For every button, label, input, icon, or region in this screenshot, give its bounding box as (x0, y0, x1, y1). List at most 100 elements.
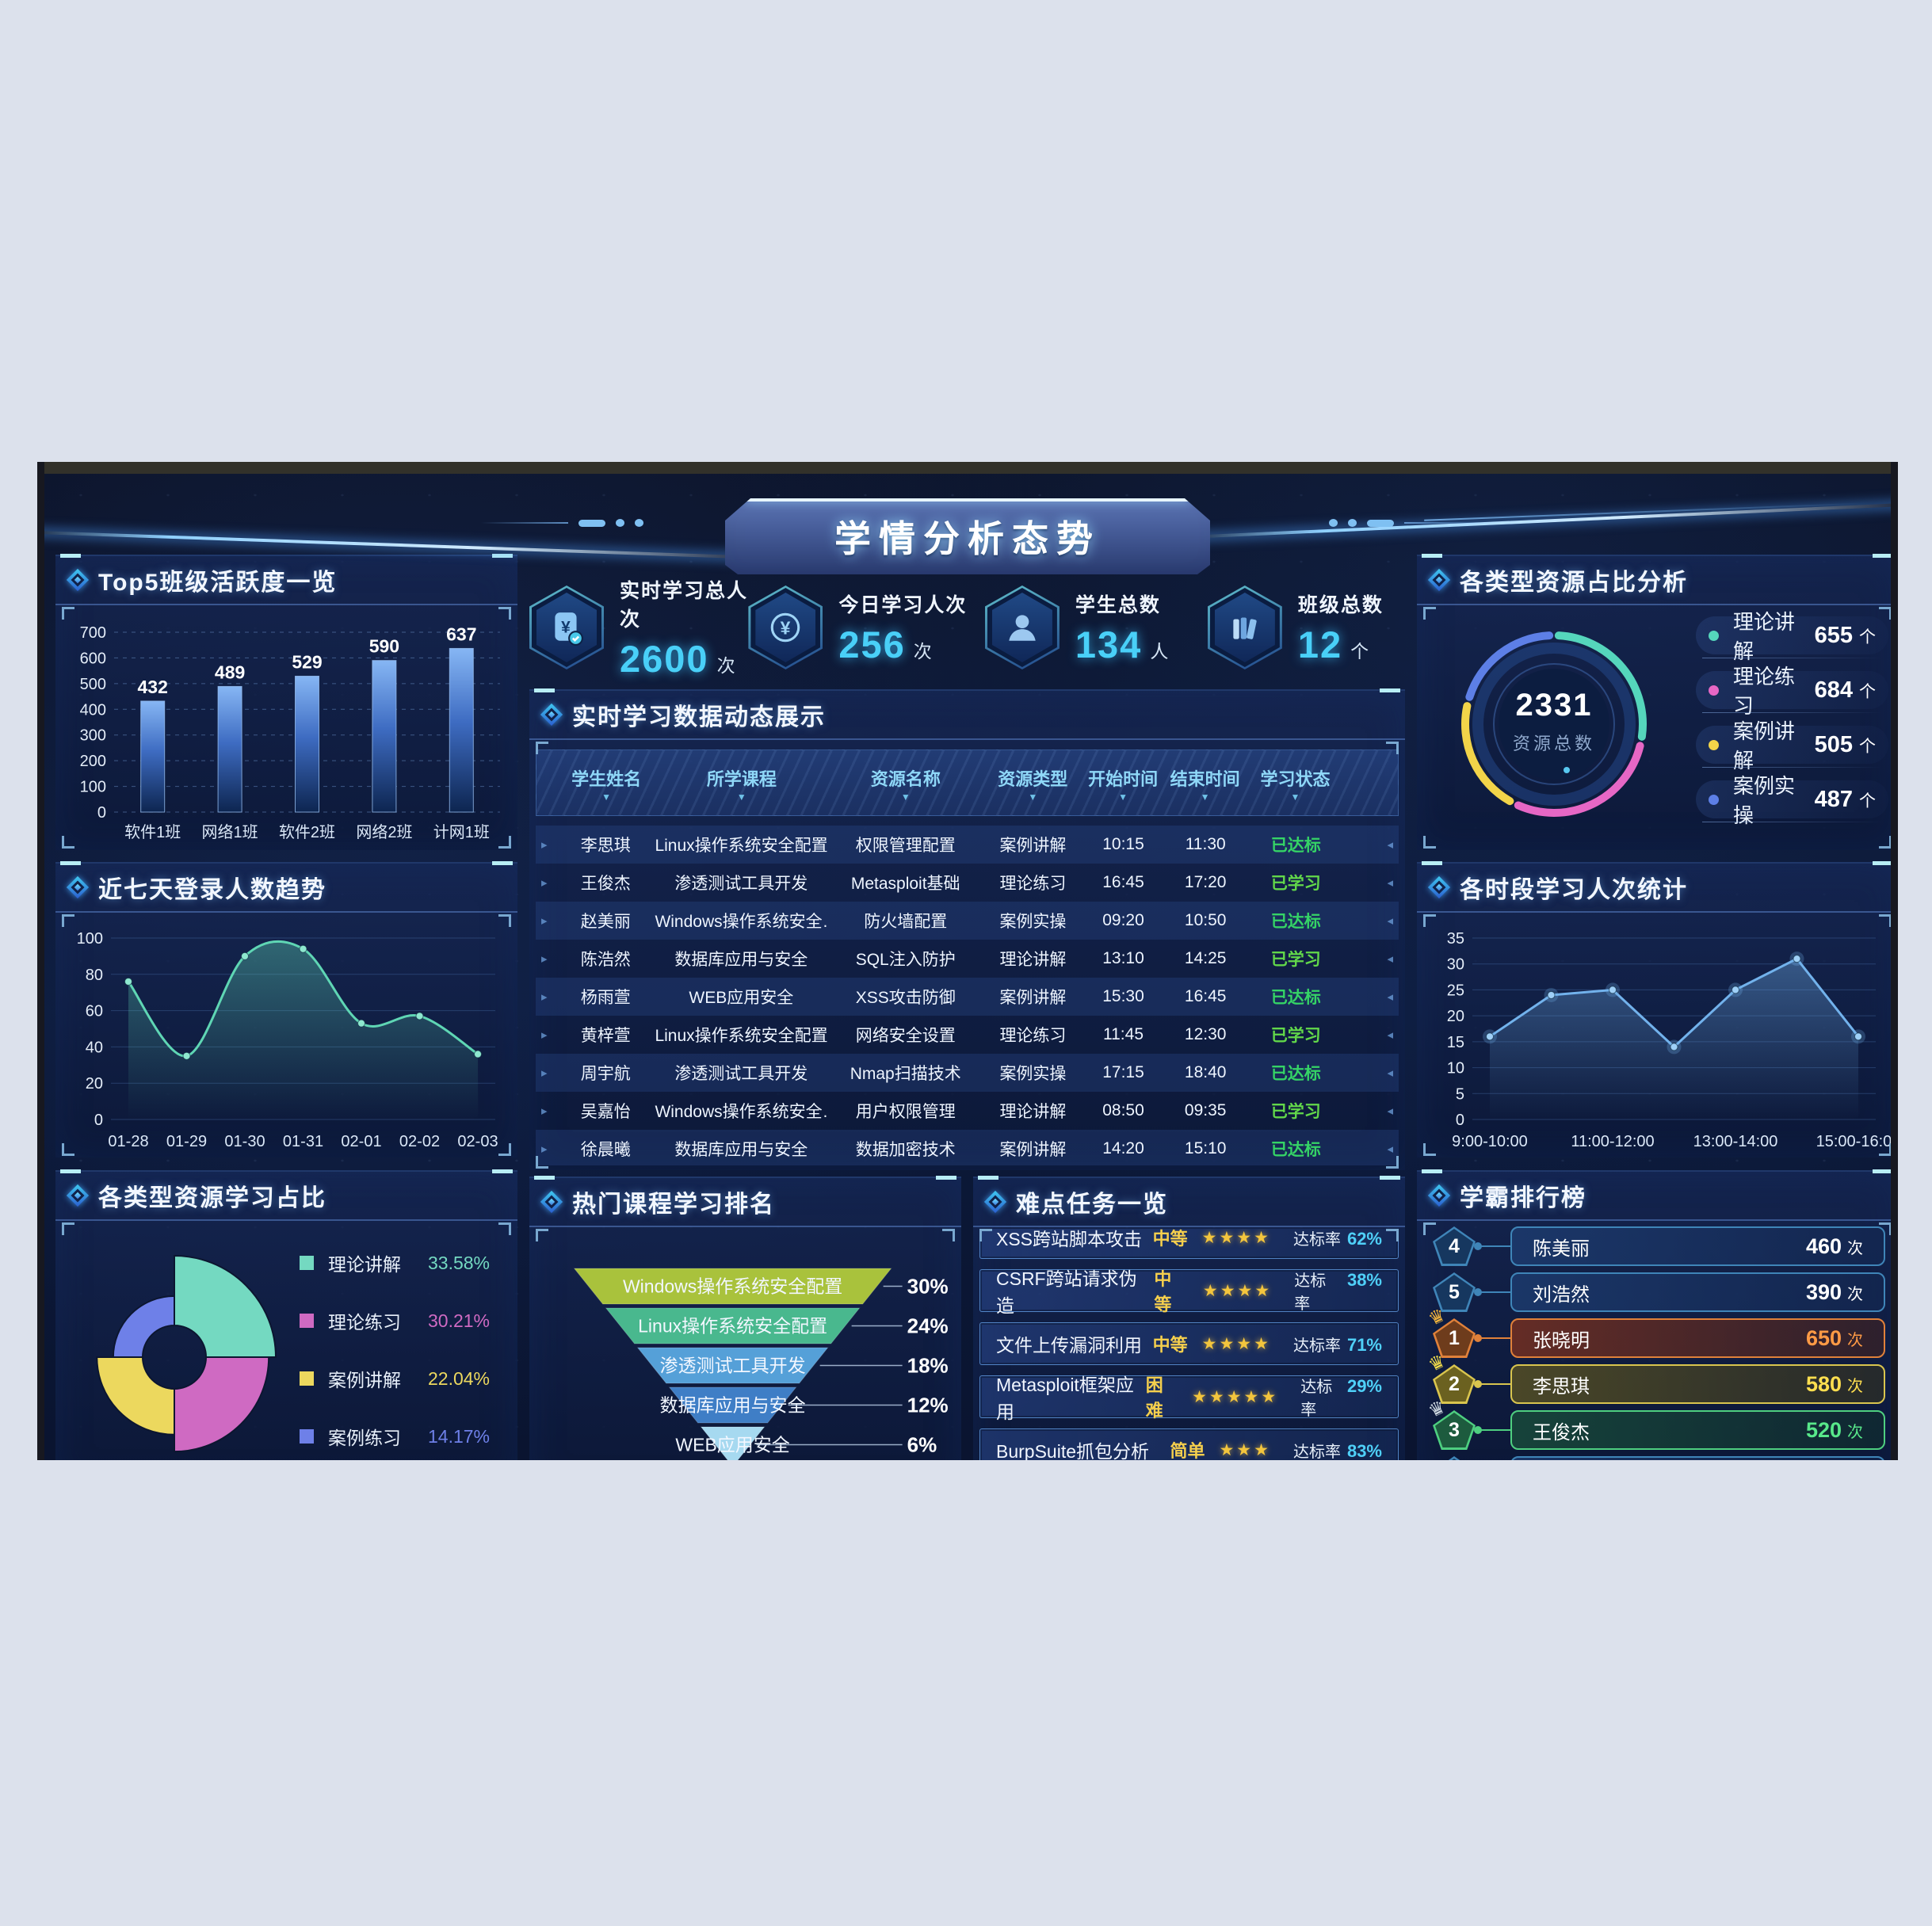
cell: 案例讲解 (999, 837, 1067, 855)
svg-text:15:00-16:00: 15:00-16:00 (1816, 1133, 1892, 1150)
sort-caret-icon[interactable]: ▼ (900, 791, 911, 803)
rate-value: 62% (1346, 1229, 1382, 1249)
cell: 已达标 (1270, 989, 1321, 1007)
panel-title: 近七天登录人数趋势 (98, 877, 326, 903)
cell: 用户权限管理 (855, 1103, 956, 1121)
panel-cap (534, 1176, 555, 1180)
task-rate: 达标率 29% (1300, 1374, 1382, 1420)
table-row: ▸ 杨雨萱 WEB应用安全 XSS攻击防御 案例讲解 15:30 16:45 已达标 ◂ (536, 978, 1399, 1016)
cell: 案例讲解 (999, 1141, 1067, 1159)
kpi-unit: 个 (1350, 640, 1369, 662)
rank-row: 5 刘浩然 390 次 (1423, 1272, 1892, 1313)
legend-value: 684 个 (1814, 677, 1876, 703)
dashboard-header: 学情分析态势 (725, 498, 1210, 574)
table-row: ▸ 黄梓萱 Linux操作系统安全配置 网络安全设置 理论练习 11:45 12:30 已学习… (536, 1016, 1399, 1054)
dash-icon (578, 519, 605, 527)
legend-swatch (300, 1429, 314, 1444)
rank-count: 520 (1805, 1417, 1842, 1442)
rank-capsule: 陈美丽 460 次 (1510, 1226, 1885, 1266)
dash-icon (1367, 519, 1394, 527)
svg-text:软件2班: 软件2班 (279, 823, 335, 841)
rank-connector (1474, 1380, 1510, 1388)
star-icons: ★★★★ (1201, 1229, 1271, 1247)
cell: CSRF防护机制 (827, 816, 983, 818)
table-row: ▸ 徐晨曦 数据库应用与安全 数据加密技术 案例讲解 14:20 15:10 已达标 ◂ (536, 1130, 1399, 1165)
kpi-number: 256 (838, 623, 906, 666)
row-arrow-right-icon: ◂ (1387, 838, 1393, 852)
task-rate: 达标率 38% (1294, 1268, 1382, 1314)
panel-cap (1422, 861, 1442, 865)
diamond-icon (66, 875, 90, 899)
svg-text:432: 432 (138, 677, 168, 697)
cell: 16:45 (1184, 987, 1227, 1005)
column-header: 资源名称 ▼ (828, 765, 984, 803)
rank-value: 520 次 (1806, 1418, 1863, 1443)
rate-label: 达标率 (1292, 1230, 1341, 1249)
sort-caret-icon[interactable]: ▼ (736, 791, 746, 803)
legend-label: 案例实操 (1733, 774, 1796, 827)
cell: Linux操作系统安全配置 (655, 1027, 828, 1045)
corner-bracket-icon (62, 914, 74, 927)
corner-bracket-icon (62, 607, 74, 620)
table-row: ▸ 李思琪 Linux操作系统安全配置 权限管理配置 案例讲解 10:15 11:30 已达标… (536, 826, 1399, 864)
student-name: 王俊杰 (1533, 1421, 1590, 1444)
star-icons: ★★★ (1219, 1440, 1271, 1459)
resource-ring-chart (1423, 607, 1685, 849)
cell: XSS攻击防御 (855, 989, 956, 1007)
svg-text:渗透测试工具开发: 渗透测试工具开发 (660, 1356, 806, 1376)
column-label: 资源类型 (998, 768, 1068, 789)
task-difficulty: 中等 (1152, 1229, 1188, 1249)
row-arrow-right-icon: ◂ (1387, 1104, 1393, 1118)
pentagon-badge: 4 (1433, 1226, 1476, 1266)
legend-value: 14.17% (428, 1425, 491, 1447)
cell: 吴嘉怡 (580, 1103, 631, 1121)
svg-text:13:00-14:00: 13:00-14:00 (1693, 1133, 1778, 1150)
row-arrow-left-icon: ▸ (541, 1104, 548, 1118)
legend-label: 理论练习 (1733, 665, 1796, 718)
cell: 渗透测试工具开发 (674, 1065, 808, 1083)
sort-caret-icon[interactable]: ▼ (1200, 791, 1210, 803)
table-row: ▸ 吴嘉怡 Windows操作系统安全… 用户权限管理 理论讲解 08:50 09:35 已学… (536, 1092, 1399, 1130)
row-arrow-left-icon: ▸ (541, 952, 548, 966)
svg-text:软件1班: 软件1班 (124, 823, 181, 841)
cell: 理论练习 (999, 1027, 1067, 1045)
cell: 已学习 (1270, 875, 1321, 893)
corner-bracket-icon (1879, 607, 1892, 620)
table-row: ▸ 周宇航 渗透测试工具开发 Nmap扫描技术 案例实操 17:15 18:40 已达标 ◂ (536, 1054, 1399, 1092)
rank-number: 5 (1435, 1275, 1473, 1310)
svg-text:40: 40 (86, 1039, 103, 1056)
row-arrow-right-icon: ◂ (1387, 914, 1393, 928)
legend-label: 理论讲解 (1733, 610, 1796, 663)
kpi-number: 134 (1075, 623, 1143, 666)
panel-cap (1380, 688, 1400, 692)
panel-cap (1873, 1169, 1893, 1173)
svg-text:20: 20 (86, 1075, 103, 1093)
hot-courses-funnel-chart: Windows操作系统安全配置 30% Linux操作系统安全配置 24% 渗透测试工具… (536, 1229, 955, 1460)
rank-count: 580 (1805, 1371, 1842, 1396)
corner-bracket-icon (536, 1156, 548, 1169)
sort-caret-icon[interactable]: ▼ (1118, 791, 1128, 803)
sort-caret-icon[interactable]: ▼ (1290, 791, 1300, 803)
time-slot-line-chart: 0 5 10 15 20 25 30 35 9:00-10:00 11:00-12:00 13:00… (1423, 914, 1898, 1156)
cell: 数据库应用与安全 (674, 951, 808, 969)
rank-badge: ♛ 2 (1425, 1350, 1476, 1404)
panel-title-bar: Top5班级活跃度一览 (55, 556, 517, 605)
panel-cap (1422, 1169, 1442, 1173)
cell: 14:25 (1184, 949, 1227, 967)
rank-row: ♛ 3 王俊杰 520 次 (1423, 1396, 1892, 1451)
sort-caret-icon[interactable]: ▼ (601, 791, 612, 803)
column-label: 结束时间 (1170, 768, 1240, 789)
dashboard: 学情分析态势 ¥ 实时学习总人次 2600 次 (37, 462, 1898, 1460)
panel-title: 难点任务一览 (1016, 1192, 1168, 1218)
svg-text:18%: 18% (907, 1354, 949, 1378)
kpi-label: 班级总数 (1297, 593, 1384, 616)
kpi-value: 256 次 (838, 623, 967, 666)
kpi-label: 今日学习人次 (838, 593, 968, 616)
task-row: 文件上传漏洞利用 中等 ★★★★ 达标率 71% (979, 1322, 1399, 1365)
cell: 理论练习 (983, 816, 1082, 818)
sort-caret-icon[interactable]: ▼ (1028, 791, 1038, 803)
tasks-list: XSS跨站脚本攻击 中等 ★★★★ 达标率 62% CSRF跨站请求伪造 中等 ★★★★ 达标率… (979, 1229, 1399, 1460)
pentagon-badge: 4 (1433, 1456, 1476, 1460)
cell: 11:45 (1103, 1025, 1144, 1043)
